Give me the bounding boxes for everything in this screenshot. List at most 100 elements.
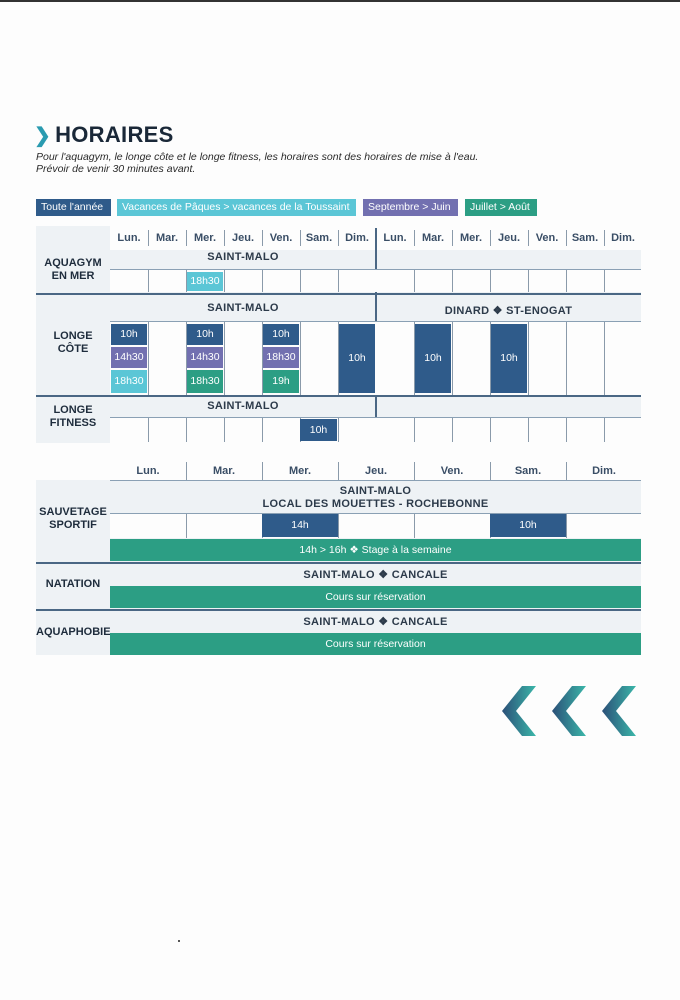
day-header: Sam. — [571, 232, 599, 244]
day-header: Dim. — [611, 232, 635, 244]
legend-septembre-juin: Septembre > Juin — [363, 199, 458, 216]
separator — [452, 322, 453, 395]
legend-toute-annee: Toute l'année — [36, 199, 111, 216]
separator — [224, 230, 225, 246]
day-header: Mar. — [155, 232, 178, 244]
legend-vacances: Vacances de Pâques > vacances de la Tous… — [117, 199, 356, 216]
place-saint-malo: SAINT-MALO — [207, 251, 279, 263]
separator — [452, 230, 453, 246]
row-line — [110, 417, 641, 418]
separator — [566, 270, 567, 292]
time-slot: 10h — [187, 324, 223, 345]
row-label-line: CÔTE — [57, 343, 89, 355]
row-label-natation: NATATION — [45, 578, 101, 590]
row-line — [110, 321, 641, 322]
chevron-left-icon — [502, 686, 636, 736]
longe-fitness-slot-row — [110, 418, 641, 443]
page-title: ❯ HORAIRES — [34, 122, 174, 148]
page-title-text: HORAIRES — [55, 122, 174, 147]
separator — [414, 462, 415, 480]
time-slot: 14h30 — [187, 347, 223, 368]
separator — [490, 418, 491, 442]
row-divider — [36, 293, 641, 295]
separator — [490, 322, 491, 395]
time-slot: 18h30 — [187, 370, 223, 393]
place-dinard-st-enogat: DINARD ❖ ST-ENOGAT — [444, 305, 573, 317]
day-header: Mar. — [212, 465, 235, 477]
separator — [338, 462, 339, 480]
separator — [262, 462, 263, 480]
page-mark — [178, 940, 180, 942]
place-line: LOCAL DES MOUETTES - ROCHEBONNE — [262, 498, 489, 510]
row-label-line: SAUVETAGE — [39, 506, 107, 518]
row-label-longe-cote: LONGE CÔTE — [36, 330, 110, 356]
separator — [452, 270, 453, 292]
place-saint-malo: SAINT-MALO — [207, 400, 279, 412]
separator — [186, 462, 187, 480]
reservation-bar: Cours sur réservation — [110, 633, 641, 655]
separator — [338, 270, 339, 292]
time-slot: 10h — [491, 324, 527, 393]
separator — [604, 270, 605, 292]
row-label-aquaphobie: AQUAPHOBIE — [36, 626, 111, 638]
separator — [452, 418, 453, 442]
intro-line-1: Pour l'aquagym, le longe côte et le long… — [36, 151, 479, 163]
separator — [224, 270, 225, 292]
day-header: Ven. — [535, 232, 559, 244]
place-saint-malo-cancale: SAINT-MALO ❖ CANCALE — [303, 616, 448, 628]
separator — [490, 230, 491, 246]
time-slot: 10h — [111, 324, 147, 345]
day-header: Lun. — [136, 465, 160, 477]
row-line — [110, 513, 641, 514]
separator — [262, 230, 263, 246]
separator — [186, 322, 187, 395]
decorative-chevrons — [500, 684, 640, 743]
time-slot: 18h30 — [187, 272, 223, 291]
separator — [566, 514, 567, 538]
separator — [300, 270, 301, 292]
separator — [414, 418, 415, 442]
time-slot: 18h30 — [111, 370, 147, 393]
day-header: Lun. — [383, 232, 407, 244]
day-header: Mer. — [288, 465, 311, 477]
separator — [604, 418, 605, 442]
time-slot: 18h30 — [263, 347, 299, 368]
separator — [338, 514, 339, 538]
day-header: Jeu. — [231, 232, 254, 244]
separator — [262, 418, 263, 442]
intro-text: Pour l'aquagym, le longe côte et le long… — [36, 151, 478, 175]
row-label-sauvetage: SAUVETAGE SPORTIF — [36, 506, 110, 532]
place-local-mouettes: SAINT-MALO LOCAL DES MOUETTES - ROCHEBON… — [110, 485, 641, 511]
day-header: Dim. — [592, 465, 616, 477]
separator — [300, 322, 301, 395]
row-label-line: LONGE — [53, 404, 93, 416]
row-label-aquagym: AQUAGYM EN MER — [36, 257, 110, 283]
place-saint-malo-cancale: SAINT-MALO ❖ CANCALE — [303, 569, 448, 581]
reservation-bar: Cours sur réservation — [110, 586, 641, 608]
day-header: Mer. — [193, 232, 216, 244]
day-header: Jeu. — [497, 232, 520, 244]
aquagym-slot-row — [110, 270, 641, 292]
day-header: Lun. — [117, 232, 141, 244]
day-header: Jeu. — [364, 465, 387, 477]
separator — [414, 230, 415, 246]
time-slot: 10h — [300, 419, 337, 441]
separator — [528, 322, 529, 395]
day-header: Dim. — [345, 232, 369, 244]
row-label-line: AQUAGYM — [44, 257, 102, 269]
row-label-line: FITNESS — [49, 417, 97, 429]
separator — [528, 230, 529, 246]
separator — [186, 270, 187, 292]
time-slot: 10h — [415, 324, 451, 393]
separator — [148, 270, 149, 292]
separator — [528, 270, 529, 292]
separator — [186, 514, 187, 538]
table2-background — [36, 480, 641, 655]
row-line — [110, 480, 641, 481]
row-divider — [36, 395, 641, 397]
separator — [186, 418, 187, 442]
day-header: Sam. — [514, 465, 542, 477]
separator — [186, 230, 187, 246]
place-line: SAINT-MALO — [339, 485, 412, 497]
separator — [148, 322, 149, 395]
